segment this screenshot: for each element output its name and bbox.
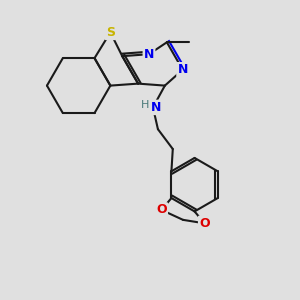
Text: O: O [199, 217, 210, 230]
Text: O: O [156, 203, 167, 216]
Text: N: N [144, 48, 154, 61]
Text: H: H [141, 100, 149, 110]
Text: N: N [178, 63, 188, 76]
Text: N: N [151, 101, 161, 114]
Text: S: S [106, 26, 115, 39]
